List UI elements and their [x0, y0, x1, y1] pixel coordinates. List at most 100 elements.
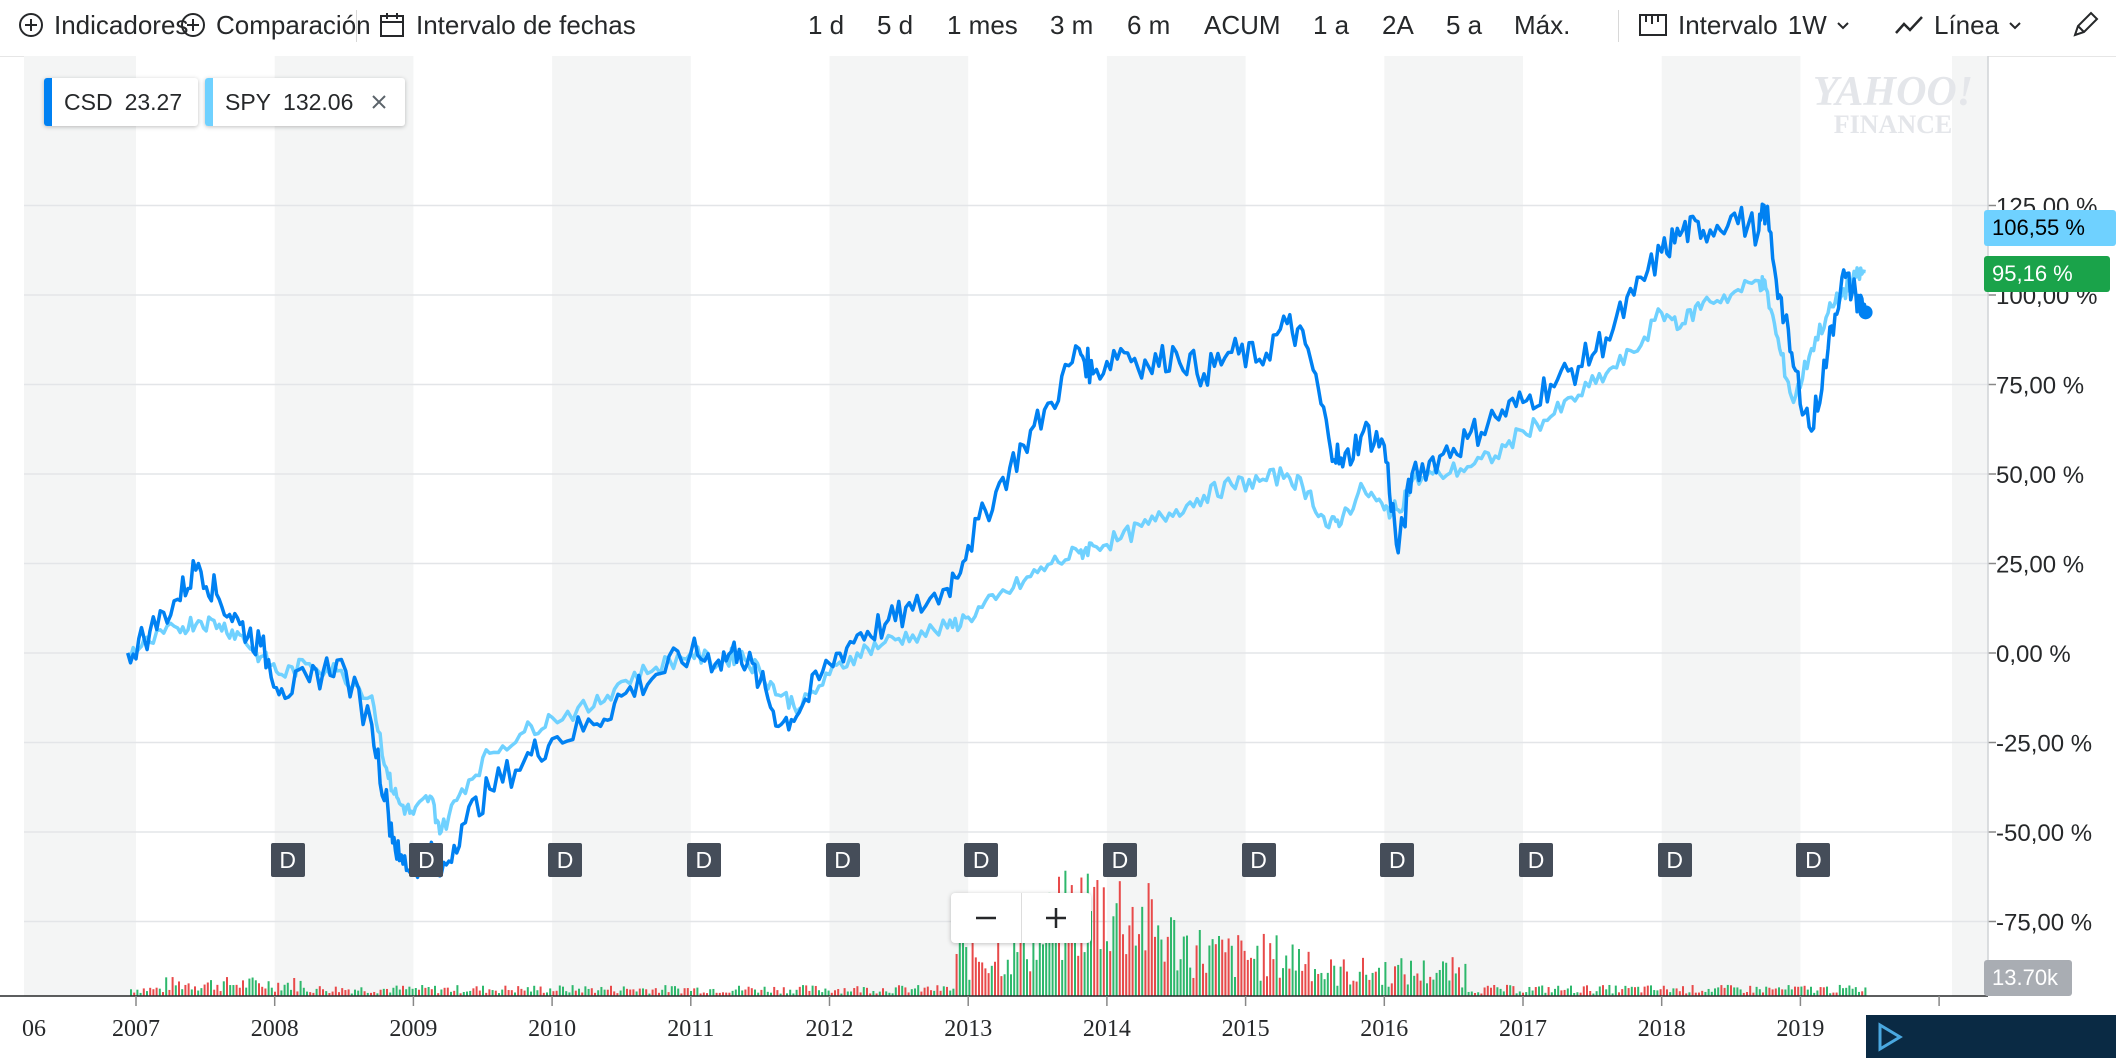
dividend-marker[interactable]: D: [1241, 843, 1276, 877]
zoom-in-button[interactable]: [1022, 893, 1092, 943]
volume-bar: [450, 991, 452, 996]
dividend-marker[interactable]: D: [1102, 843, 1137, 877]
volume-bar: [1797, 986, 1800, 996]
csd-price-badge: 95,16 %: [1984, 256, 2110, 292]
series-line-spy: [126, 266, 1867, 836]
volume-bar: [1454, 973, 1457, 996]
volume-bar: [1470, 991, 1473, 996]
volume-bar: [638, 988, 641, 996]
volume-bar: [965, 947, 968, 996]
volume-bar: [1854, 987, 1857, 996]
volume-bar: [603, 989, 606, 996]
volume-bar: [888, 992, 891, 996]
volume-bar: [245, 987, 248, 996]
volume-bar: [1269, 943, 1272, 996]
csd-last-point: [1858, 305, 1873, 320]
volume-bar: [1525, 992, 1528, 996]
volume-bar: [187, 983, 190, 996]
indicators-button[interactable]: Indicadores: [18, 8, 188, 42]
comparison-chart[interactable]: 125,00 %100,00 %75,00 %50,00 %25,00 %0,0…: [0, 56, 2116, 1058]
volume-bar: [254, 980, 257, 996]
dividend-marker[interactable]: D: [1519, 843, 1553, 877]
volume-bar: [1586, 985, 1588, 996]
year-band: [274, 56, 414, 996]
volume-bar: [162, 992, 164, 996]
volume-bar: [270, 987, 273, 996]
x-tick-label: 2013: [944, 1016, 992, 1042]
spy-price-badge: 106,55 %: [1984, 210, 2116, 246]
x-tick-label: 2008: [251, 1016, 299, 1042]
comparison-label: Comparación: [216, 9, 371, 40]
range-1d[interactable]: 1 d: [808, 9, 845, 40]
volume-bar: [1518, 991, 1521, 996]
volume-bar: [1141, 906, 1144, 996]
volume-bar: [338, 992, 340, 996]
range-2y[interactable]: 2A: [1382, 9, 1414, 40]
volume-bar: [974, 957, 977, 996]
volume-bar: [1192, 977, 1195, 996]
volume-bar: [1253, 958, 1256, 996]
range-ytd[interactable]: ACUM: [1204, 9, 1281, 40]
volume-bar: [421, 985, 424, 996]
draw-button[interactable]: [2070, 8, 2110, 42]
dividend-marker[interactable]: D: [1657, 843, 1692, 877]
volume-bar: [770, 992, 772, 996]
volume-bar: [1122, 934, 1124, 996]
volume-bar: [315, 988, 318, 996]
volume-bar: [430, 989, 433, 996]
date-range-button[interactable]: Intervalo de fechas: [378, 8, 636, 42]
dividend-marker[interactable]: D: [825, 843, 860, 877]
volume-bar: [146, 991, 148, 996]
volume-bar: [1810, 986, 1812, 996]
dividend-marker[interactable]: D: [686, 843, 721, 877]
volume-bar: [1669, 992, 1672, 996]
interval-dropdown[interactable]: Intervalo 1W: [1638, 8, 1861, 42]
volume-bar: [635, 991, 638, 996]
volume-bar: [821, 992, 824, 996]
range-1y[interactable]: 1 a: [1313, 9, 1350, 40]
chart-type-dropdown[interactable]: Línea: [1894, 8, 2033, 42]
dividend-marker[interactable]: D: [409, 843, 444, 877]
range-max[interactable]: Máx.: [1514, 9, 1571, 40]
volume-bar: [1067, 940, 1070, 996]
volume-bar: [1467, 991, 1470, 996]
volume-bar: [1570, 985, 1572, 996]
volume-bar: [286, 982, 289, 996]
volume-bar: [1003, 974, 1006, 996]
zoom-out-button[interactable]: [951, 893, 1022, 943]
plus-circle-icon: [19, 13, 43, 37]
dividend-marker[interactable]: D: [1796, 843, 1831, 877]
volume-bar: [1006, 959, 1009, 996]
volume-bar: [1688, 992, 1691, 996]
dividend-marker[interactable]: D: [964, 843, 999, 877]
volume-bar: [149, 987, 152, 996]
dividend-marker[interactable]: D: [548, 843, 583, 877]
volume-bar: [1016, 952, 1019, 996]
close-icon[interactable]: [369, 92, 389, 112]
dividend-marker[interactable]: D: [270, 843, 305, 877]
volume-bar: [1371, 972, 1374, 996]
dividend-marker[interactable]: D: [1380, 843, 1415, 877]
legend-spy[interactable]: SPY 132.06: [205, 78, 405, 126]
range-1m[interactable]: 1 mes: [947, 9, 1018, 40]
volume-bar: [1557, 985, 1560, 996]
y-tick-label: 25,00 %: [1996, 552, 2084, 579]
legend-csd[interactable]: CSD 23.27: [44, 78, 198, 126]
range-6m[interactable]: 6 m: [1127, 9, 1171, 40]
volume-bar: [155, 987, 158, 996]
volume-bar: [738, 985, 740, 996]
range-3m[interactable]: 3 m: [1050, 9, 1094, 40]
ad-banner[interactable]: [1866, 1015, 2116, 1058]
volume-bar: [1026, 959, 1028, 996]
volume-bar: [971, 930, 974, 996]
volume-bar: [1749, 985, 1752, 996]
volume-bar: [1010, 974, 1012, 996]
range-5y[interactable]: 5 a: [1446, 9, 1483, 40]
comparison-button[interactable]: Comparación: [180, 8, 371, 42]
volume-bar: [235, 984, 238, 996]
volume-bar: [1842, 988, 1844, 996]
range-5d[interactable]: 5 d: [877, 9, 914, 40]
x-tick-label: 2010: [528, 1016, 576, 1042]
ad-choices-icon[interactable]: [1870, 1017, 1910, 1057]
volume-bar: [680, 993, 683, 996]
